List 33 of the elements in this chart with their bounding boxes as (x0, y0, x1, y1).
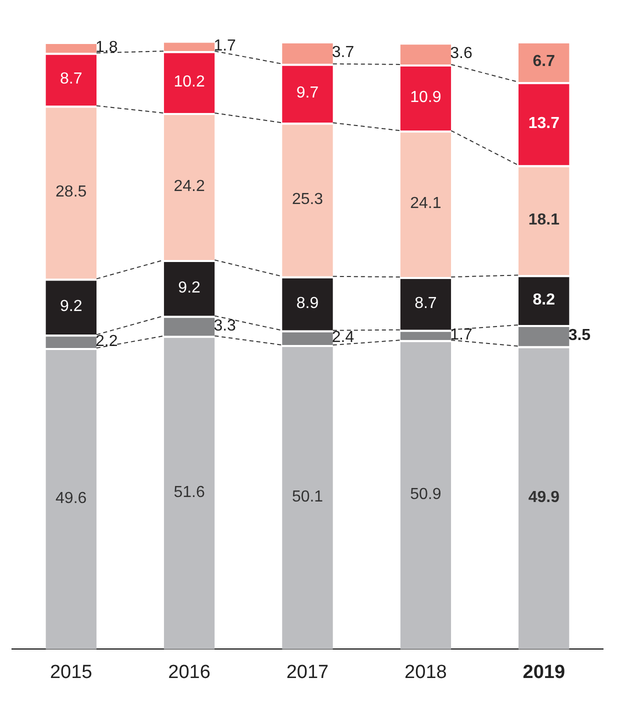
data-label: 9.2 (178, 279, 201, 296)
data-label: 28.5 (56, 184, 87, 201)
data-label: 50.1 (292, 488, 324, 506)
data-label: 1.7 (214, 37, 236, 54)
data-label: 8.9 (296, 294, 319, 312)
data-label: 18.1 (528, 212, 560, 229)
data-label: 9.2 (60, 298, 82, 316)
data-label: 50.9 (410, 486, 442, 504)
data-label: 1.8 (96, 38, 118, 56)
data-label: 9.7 (296, 84, 319, 102)
x-tick-label: 2019 (522, 662, 566, 683)
data-label: 51.6 (174, 484, 205, 501)
x-tick-label: 2017 (286, 662, 329, 683)
x-tick-label: 2018 (404, 662, 447, 683)
data-label: 3.6 (450, 44, 472, 62)
x-tick-label: 2016 (168, 662, 210, 683)
x-tick-label: 2015 (50, 662, 92, 683)
data-label: 10.2 (174, 73, 205, 90)
data-label: 24.1 (410, 195, 442, 212)
data-label: 2.4 (332, 329, 354, 346)
data-label: 3.3 (214, 317, 236, 334)
data-label: 25.3 (292, 190, 324, 208)
data-label: 24.2 (174, 178, 205, 195)
data-label: 8.2 (532, 291, 556, 308)
data-label: 10.9 (410, 88, 442, 106)
data-label: 1.7 (450, 326, 472, 344)
data-label: 49.9 (528, 489, 560, 506)
data-label: 13.7 (528, 115, 560, 132)
data-label: 3.7 (332, 44, 354, 62)
data-label: 49.6 (56, 490, 87, 508)
data-label: 8.7 (414, 294, 437, 312)
data-label: 6.7 (532, 53, 556, 70)
data-label: 8.7 (60, 70, 82, 88)
